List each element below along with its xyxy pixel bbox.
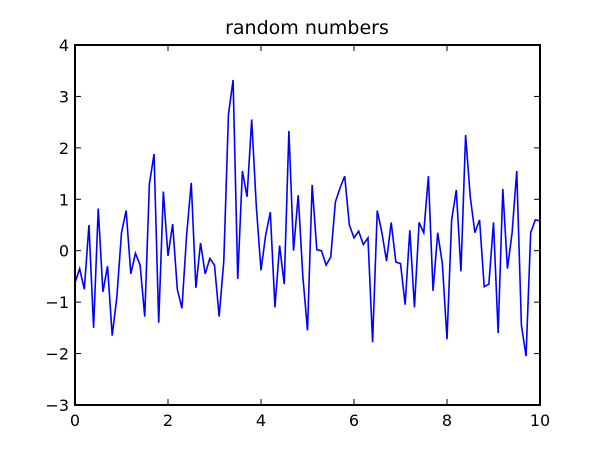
plot-area: 0 2 4 6 8 10 −3 −2 −1 0 1 2 3 4 — [45, 36, 550, 430]
x-tick-label: 6 — [349, 411, 359, 430]
x-tick-label: 2 — [163, 411, 173, 430]
series-line-0 — [74, 79, 541, 357]
y-tick-label: 0 — [59, 242, 69, 261]
axes-frame — [74, 44, 541, 406]
x-tick-label: 10 — [530, 411, 550, 430]
y-tick-label: 1 — [59, 190, 69, 209]
x-tick-label: 8 — [442, 411, 452, 430]
y-tick-label: 2 — [59, 139, 69, 158]
y-tick-label: −1 — [45, 293, 69, 312]
x-tick-label: 0 — [70, 411, 80, 430]
y-tick-label: 4 — [59, 36, 69, 55]
y-tick-label: 3 — [59, 87, 69, 106]
y-tick-label: −3 — [45, 396, 69, 415]
x-tick-label: 4 — [256, 411, 266, 430]
chart-title: random numbers — [225, 17, 389, 39]
y-tick-label: −2 — [45, 345, 69, 364]
